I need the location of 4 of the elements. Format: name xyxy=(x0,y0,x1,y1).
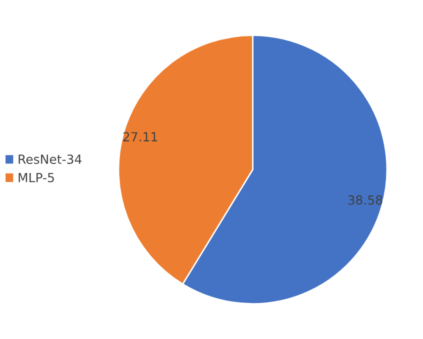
data-label: 27.11 xyxy=(123,132,158,142)
legend-label: ResNet-34 xyxy=(18,154,82,164)
legend-label: MLP-5 xyxy=(18,173,54,182)
data-label: 38.58 xyxy=(348,195,382,205)
